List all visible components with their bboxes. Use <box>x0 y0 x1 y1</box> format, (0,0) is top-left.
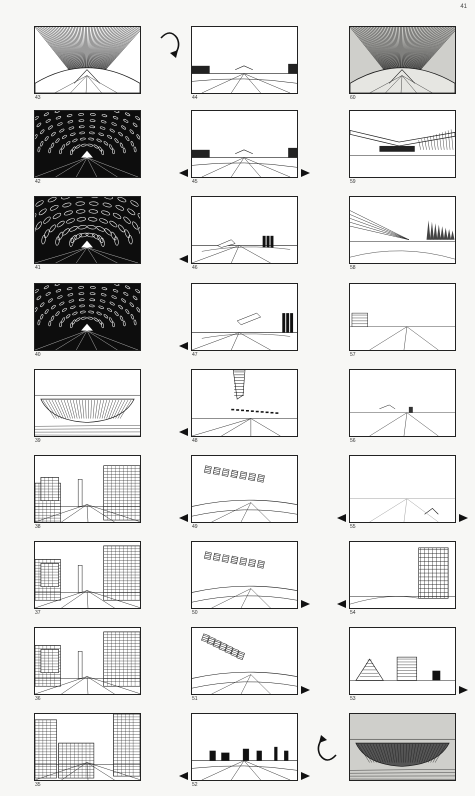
frame-drawing <box>350 129 455 156</box>
arrow-right-icon <box>301 169 310 177</box>
frame-number: 46 <box>192 265 198 271</box>
storyboard-frame <box>34 283 141 351</box>
storyboard-frame <box>349 627 456 695</box>
storyboard-frame <box>349 283 456 351</box>
frame-number: 43 <box>35 95 41 101</box>
frame-drawing <box>35 631 140 694</box>
frame-drawing <box>192 147 297 177</box>
frame-number: 59 <box>350 179 356 185</box>
frame-number: 56 <box>350 438 356 444</box>
frame-drawing <box>350 547 455 605</box>
frame-number: 40 <box>35 352 41 358</box>
frame-number: 45 <box>192 179 198 185</box>
frame-drawing <box>192 746 297 780</box>
storyboard-frame <box>34 110 141 178</box>
storyboard-frame <box>349 110 456 178</box>
storyboard-frame <box>191 196 298 264</box>
arrow-right-icon <box>459 514 468 522</box>
arrow-left-icon <box>179 255 188 263</box>
arrow-right-icon <box>301 600 310 608</box>
frame-drawing <box>35 714 140 780</box>
frame-drawing <box>35 111 140 177</box>
arrow-right-icon <box>301 772 310 780</box>
frame-drawing <box>35 27 140 93</box>
storyboard-frame <box>34 26 141 94</box>
rotate-clockwise-icon <box>160 32 180 58</box>
frame-number: 37 <box>35 610 41 616</box>
frame-drawing <box>35 394 140 436</box>
frame-drawing <box>192 633 297 694</box>
storyboard-frame <box>191 26 298 94</box>
arrow-left-icon <box>179 169 188 177</box>
frame-drawing <box>350 210 455 260</box>
arrow-left-icon <box>337 514 346 522</box>
frame-number: 48 <box>192 438 198 444</box>
frame-drawing <box>350 312 455 350</box>
storyboard-frame <box>191 283 298 351</box>
storyboard-frame <box>349 713 456 781</box>
frame-number: 47 <box>192 352 198 358</box>
frame-number: 53 <box>350 696 356 702</box>
frame-drawing <box>192 370 297 436</box>
frame-drawing <box>350 738 455 780</box>
storyboard-frame <box>34 541 141 609</box>
frame-number: 54 <box>350 610 356 616</box>
frame-drawing <box>192 551 297 608</box>
frame-number: 57 <box>350 352 356 358</box>
storyboard-frame <box>349 26 456 94</box>
storyboard-frame <box>191 110 298 178</box>
frame-number: 41 <box>35 265 41 271</box>
frame-drawing <box>350 27 455 93</box>
storyboard-frame <box>34 713 141 781</box>
storyboard-frame <box>191 455 298 523</box>
frame-number: 51 <box>192 696 198 702</box>
storyboard-frame <box>349 369 456 437</box>
storyboard-frame <box>349 196 456 264</box>
rotate-counterclockwise-icon <box>317 735 337 761</box>
storyboard-frame <box>349 455 456 523</box>
storyboard-frame <box>34 455 141 523</box>
frame-drawing <box>192 312 297 350</box>
frame-drawing <box>35 197 140 263</box>
frame-drawing <box>350 498 455 522</box>
storyboard-frame <box>34 627 141 695</box>
storyboard-frame <box>191 627 298 695</box>
storyboard-frame <box>349 541 456 609</box>
frame-number: 52 <box>192 782 198 788</box>
frame-drawing <box>35 284 140 350</box>
frame-number: 60 <box>350 95 356 101</box>
frame-number: 39 <box>35 438 41 444</box>
frame-drawing <box>35 465 140 522</box>
page-number: 41 <box>460 4 467 10</box>
frame-number: 36 <box>35 696 41 702</box>
storyboard-frame <box>34 369 141 437</box>
storyboard-frame <box>191 713 298 781</box>
storyboard-frame <box>191 369 298 437</box>
frame-drawing <box>192 235 297 263</box>
arrow-right-icon <box>301 686 310 694</box>
frame-drawing <box>350 656 455 681</box>
arrow-left-icon <box>179 342 188 350</box>
arrow-right-icon <box>459 686 468 694</box>
frame-drawing <box>192 63 297 93</box>
arrow-left-icon <box>179 514 188 522</box>
storyboard-frame <box>191 541 298 609</box>
arrow-left-icon <box>179 428 188 436</box>
arrow-left-icon <box>179 772 188 780</box>
frame-drawing <box>192 465 297 522</box>
frame-drawing <box>35 545 140 608</box>
arrow-left-icon <box>337 600 346 608</box>
frame-number: 42 <box>35 179 41 185</box>
frame-number: 50 <box>192 610 198 616</box>
frame-number: 55 <box>350 524 356 530</box>
frame-number: 35 <box>35 782 41 788</box>
frame-number: 49 <box>192 524 198 530</box>
frame-number: 58 <box>350 265 356 271</box>
frame-number: 44 <box>192 95 198 101</box>
frame-drawing <box>350 404 455 436</box>
storyboard-frame <box>34 196 141 264</box>
frame-number: 38 <box>35 524 41 530</box>
